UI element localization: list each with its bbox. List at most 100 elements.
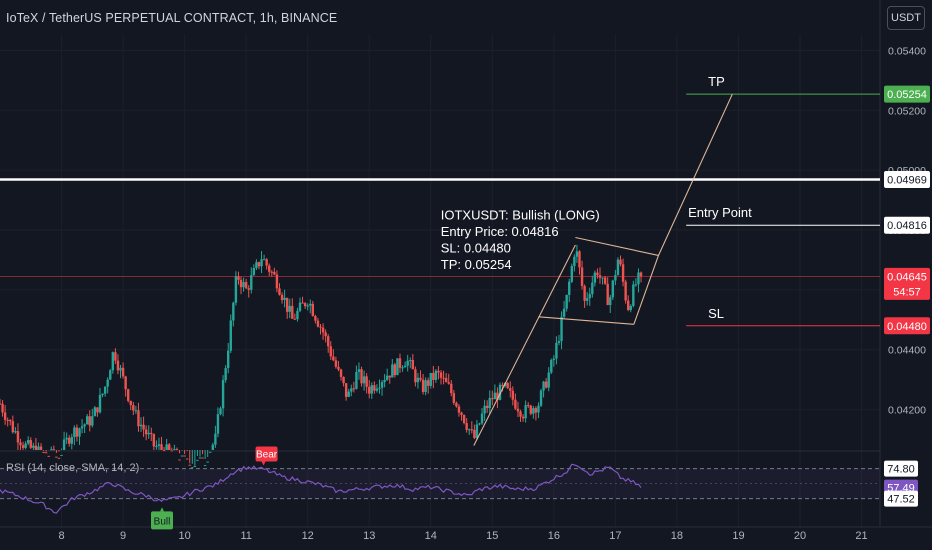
time-axis: 8 9 10 11 12 13 14 15 16 17 18 19 20 21	[58, 530, 867, 542]
candle	[332, 356, 335, 361]
candle	[191, 467, 194, 469]
candle	[401, 367, 404, 369]
price-tick-label: 0.04200	[888, 405, 926, 417]
candle	[65, 437, 68, 440]
candle	[370, 385, 373, 394]
candle	[475, 424, 479, 439]
candle	[216, 414, 220, 434]
candle	[511, 390, 515, 400]
candle	[262, 259, 266, 261]
candle	[278, 288, 281, 295]
candle	[93, 407, 97, 417]
candle	[311, 303, 315, 316]
candle	[203, 465, 207, 467]
price-line-label: TP	[708, 74, 725, 89]
candle	[514, 399, 517, 409]
candle	[542, 381, 545, 391]
time-tick-label: 20	[794, 530, 806, 542]
pattern-right	[633, 255, 659, 325]
candle	[244, 282, 248, 289]
time-tick-label: 14	[425, 530, 437, 542]
candle	[152, 434, 156, 447]
candle	[301, 302, 304, 304]
candle	[532, 408, 535, 414]
candle	[444, 378, 448, 383]
candle	[450, 383, 453, 394]
candle	[229, 320, 232, 351]
candle	[98, 394, 102, 413]
candle	[234, 276, 238, 303]
candle	[350, 388, 353, 392]
time-tick-label: 13	[363, 530, 375, 542]
candle	[124, 376, 127, 390]
candle	[501, 384, 504, 386]
price-label: 0.04645	[887, 271, 927, 283]
candle	[591, 282, 594, 295]
bull-marker-arrow	[160, 507, 164, 512]
candle	[409, 359, 412, 361]
candle	[539, 390, 543, 406]
candle	[437, 370, 440, 373]
candle	[211, 444, 215, 450]
candle	[385, 375, 389, 381]
candle	[575, 251, 579, 257]
candle	[624, 281, 627, 301]
price-line-label: Entry Point	[688, 205, 752, 220]
candle	[627, 300, 630, 310]
candle	[321, 327, 325, 333]
rsi-level-box	[884, 490, 918, 507]
time-tick-label: 9	[120, 530, 126, 542]
price-tick-label: 0.05200	[888, 105, 926, 117]
bear-marker-label: Bear	[256, 449, 278, 460]
price-label: 0.04816	[887, 220, 927, 232]
candle	[242, 282, 245, 288]
candle	[442, 377, 445, 379]
candle	[239, 279, 243, 288]
candle	[32, 445, 35, 448]
time-tick-label: 8	[58, 530, 64, 542]
candle	[37, 446, 40, 450]
candle	[101, 393, 104, 395]
rsi-level-label: 47.52	[887, 494, 915, 506]
time-tick-label: 12	[302, 530, 314, 542]
drawings	[473, 93, 733, 446]
time-tick-label: 16	[548, 530, 560, 542]
candle	[619, 259, 622, 265]
candle	[201, 457, 204, 459]
candle	[6, 419, 9, 421]
candle	[496, 392, 499, 400]
bull-marker	[151, 511, 173, 530]
candle	[275, 274, 279, 289]
candle	[44, 452, 48, 454]
candle	[565, 294, 568, 309]
rsi-panel: Bear Bull	[0, 446, 642, 530]
candle	[391, 364, 394, 378]
candle	[555, 342, 558, 359]
candle	[24, 443, 27, 448]
price-line-label: SL	[708, 306, 724, 321]
candle	[273, 271, 276, 275]
candle	[88, 416, 91, 426]
candle	[137, 410, 140, 427]
candle	[147, 432, 150, 435]
time-tick-label: 15	[486, 530, 498, 542]
candle	[432, 372, 435, 380]
candle	[3, 412, 7, 420]
candle	[75, 427, 79, 437]
candle	[452, 393, 456, 403]
candle	[29, 439, 32, 448]
candle	[39, 446, 43, 450]
candle	[519, 411, 522, 417]
candle	[616, 259, 620, 276]
candle	[232, 302, 235, 321]
currency-button[interactable]: USDT	[887, 6, 925, 30]
candle	[168, 444, 171, 450]
candle	[47, 455, 50, 457]
candle	[296, 310, 299, 320]
candle	[339, 369, 343, 377]
candle	[606, 283, 609, 306]
candle	[588, 294, 591, 299]
candle	[314, 315, 317, 321]
candle	[365, 376, 368, 387]
